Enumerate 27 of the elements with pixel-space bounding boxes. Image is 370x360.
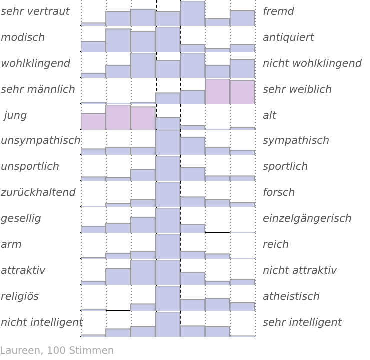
y-axis-title: jung — [2, 110, 28, 122]
y-axis-title: gesellig — [0, 213, 42, 226]
y-axis-title: nicht intelligent — [0, 316, 84, 329]
y-axis-title: arm — [0, 239, 22, 252]
y2-axis-title: einzelgängerisch — [262, 213, 352, 226]
y2-axis-title: sportlich — [262, 161, 308, 174]
y-axis-title: attraktiv — [0, 264, 46, 277]
y2-axis-title: reich — [262, 239, 290, 252]
y-axis-title: zurückhaltend — [0, 187, 76, 200]
y-axis-title: wohlklingend — [0, 58, 71, 70]
y-axis-title: modisch — [0, 32, 46, 44]
y-axis-title: unsportlich — [0, 161, 60, 174]
y-axis-title: sehr vertraut — [0, 6, 70, 18]
y-axis-title: sehr männlich — [0, 84, 76, 96]
y2-axis-title: forsch — [262, 187, 296, 200]
y2-axis-title: nicht attraktiv — [262, 264, 338, 277]
y2-axis-title: antiquiert — [262, 32, 314, 44]
y2-axis-title: sehr weiblich — [262, 84, 332, 96]
y-axis-title: unsympathisch — [0, 135, 81, 148]
y2-axis-title: fremd — [262, 6, 294, 18]
y2-axis-title: sympathisch — [262, 135, 330, 148]
text: Laureen, 100 Stimmen — [0, 346, 114, 357]
y2-axis-title: nicht wohlklingend — [262, 58, 362, 70]
y2-axis-title: atheistisch — [262, 290, 320, 303]
y-axis-title: religiös — [0, 290, 40, 303]
y2-axis-title: alt — [262, 110, 276, 122]
y2-axis-title: sehr intelligent — [262, 316, 342, 329]
